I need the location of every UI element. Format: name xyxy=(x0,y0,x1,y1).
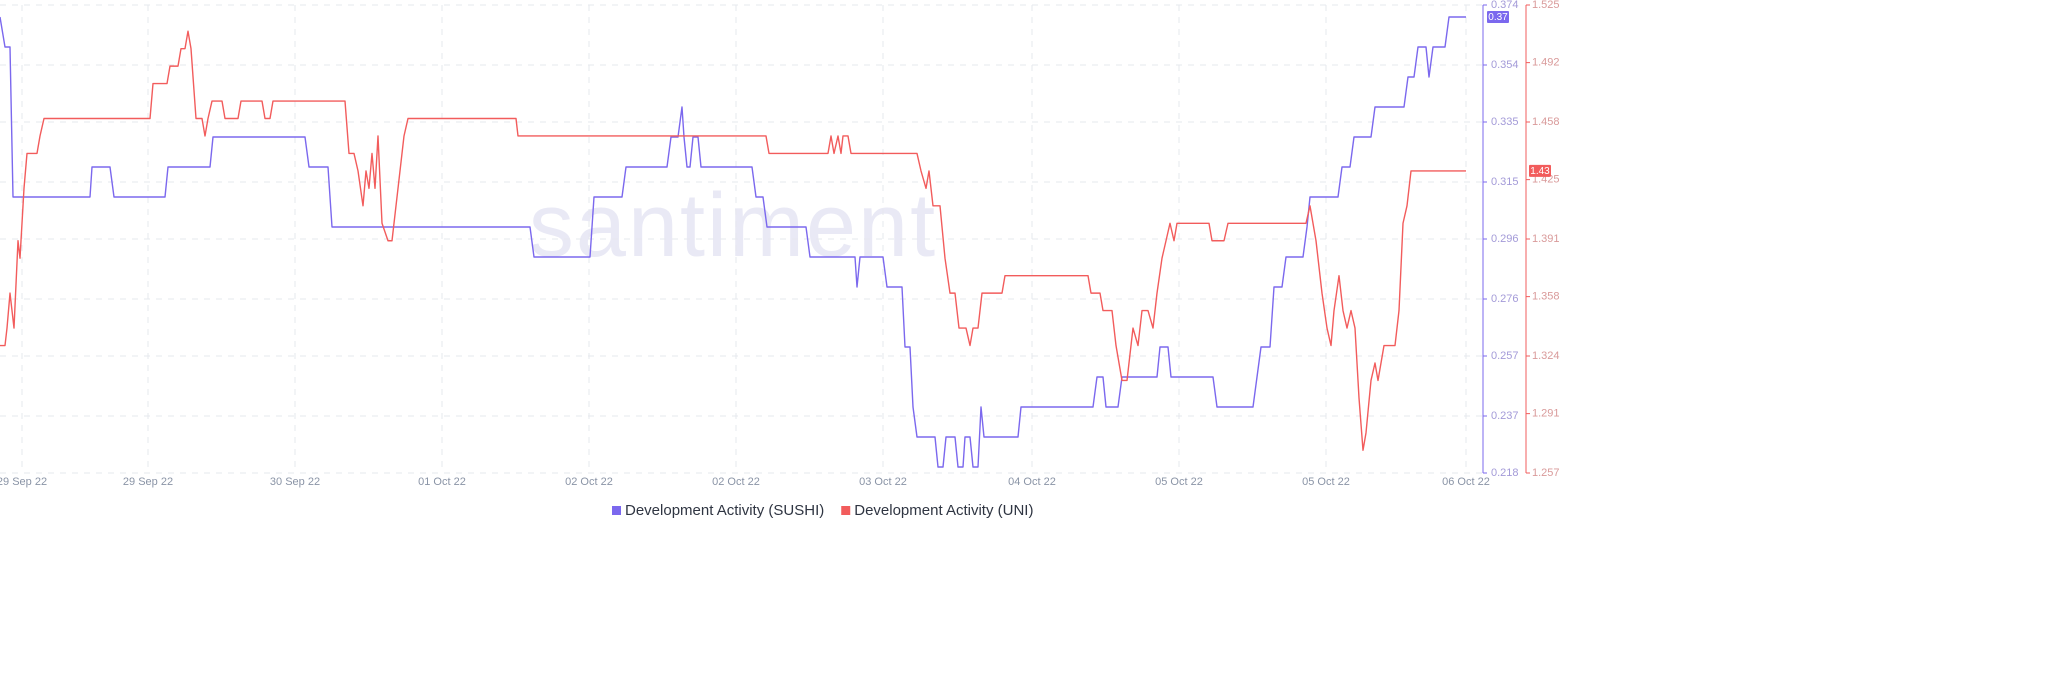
x-tick-label: 29 Sep 22 xyxy=(0,476,47,488)
x-tick-label: 05 Oct 22 xyxy=(1155,476,1203,488)
y2-tick-label: 1.492 xyxy=(1532,57,1560,69)
x-tick-label: 04 Oct 22 xyxy=(1008,476,1056,488)
y-tick-label: 0.296 xyxy=(1491,233,1519,245)
y2-tick-label: 1.257 xyxy=(1532,467,1560,479)
series-line xyxy=(0,30,1466,451)
y-tick-label: 0.257 xyxy=(1491,350,1519,362)
x-tick-label: 29 Sep 22 xyxy=(123,476,173,488)
legend-label: Development Activity (UNI) xyxy=(854,502,1033,519)
y2-tick-label: 1.458 xyxy=(1532,116,1560,128)
x-tick-label: 06 Oct 22 xyxy=(1442,476,1490,488)
current-value-badge xyxy=(1487,11,1509,23)
y2-tick-label: 1.358 xyxy=(1532,291,1560,303)
current-value-label: 0.37 xyxy=(1488,12,1508,23)
y2-tick-label: 1.391 xyxy=(1532,233,1560,245)
legend-label: Development Activity (SUSHI) xyxy=(625,502,824,519)
current-value-badge xyxy=(1529,164,1551,177)
x-tick-label: 02 Oct 22 xyxy=(712,476,760,488)
y-tick-label: 0.315 xyxy=(1491,176,1519,188)
x-tick-label: 03 Oct 22 xyxy=(859,476,907,488)
y2-tick-label: 1.525 xyxy=(1532,0,1560,11)
watermark: santiment xyxy=(529,176,937,276)
current-value-label: 1.43 xyxy=(1530,166,1550,177)
y-tick-label: 0.218 xyxy=(1491,467,1519,479)
y-tick-label: 0.276 xyxy=(1491,293,1519,305)
y-tick-label: 0.335 xyxy=(1491,116,1519,128)
y-tick-label: 0.237 xyxy=(1491,410,1519,422)
x-tick-label: 01 Oct 22 xyxy=(418,476,466,488)
x-tick-label: 05 Oct 22 xyxy=(1302,476,1350,488)
legend: Development Activity (SUSHI) Development … xyxy=(612,502,1033,519)
y2-tick-label: 1.291 xyxy=(1532,408,1560,420)
x-tick-label: 02 Oct 22 xyxy=(565,476,613,488)
legend-swatch xyxy=(841,506,851,515)
y-tick-label: 0.374 xyxy=(1491,0,1519,11)
y2-tick-label: 1.324 xyxy=(1532,350,1560,362)
legend-swatch xyxy=(612,506,621,515)
legend-item[interactable]: Development Activity (UNI) xyxy=(841,502,1033,519)
legend-item[interactable]: Development Activity (SUSHI) xyxy=(612,502,824,519)
y-tick-label: 0.354 xyxy=(1491,59,1519,71)
x-tick-label: 30 Sep 22 xyxy=(270,476,320,488)
